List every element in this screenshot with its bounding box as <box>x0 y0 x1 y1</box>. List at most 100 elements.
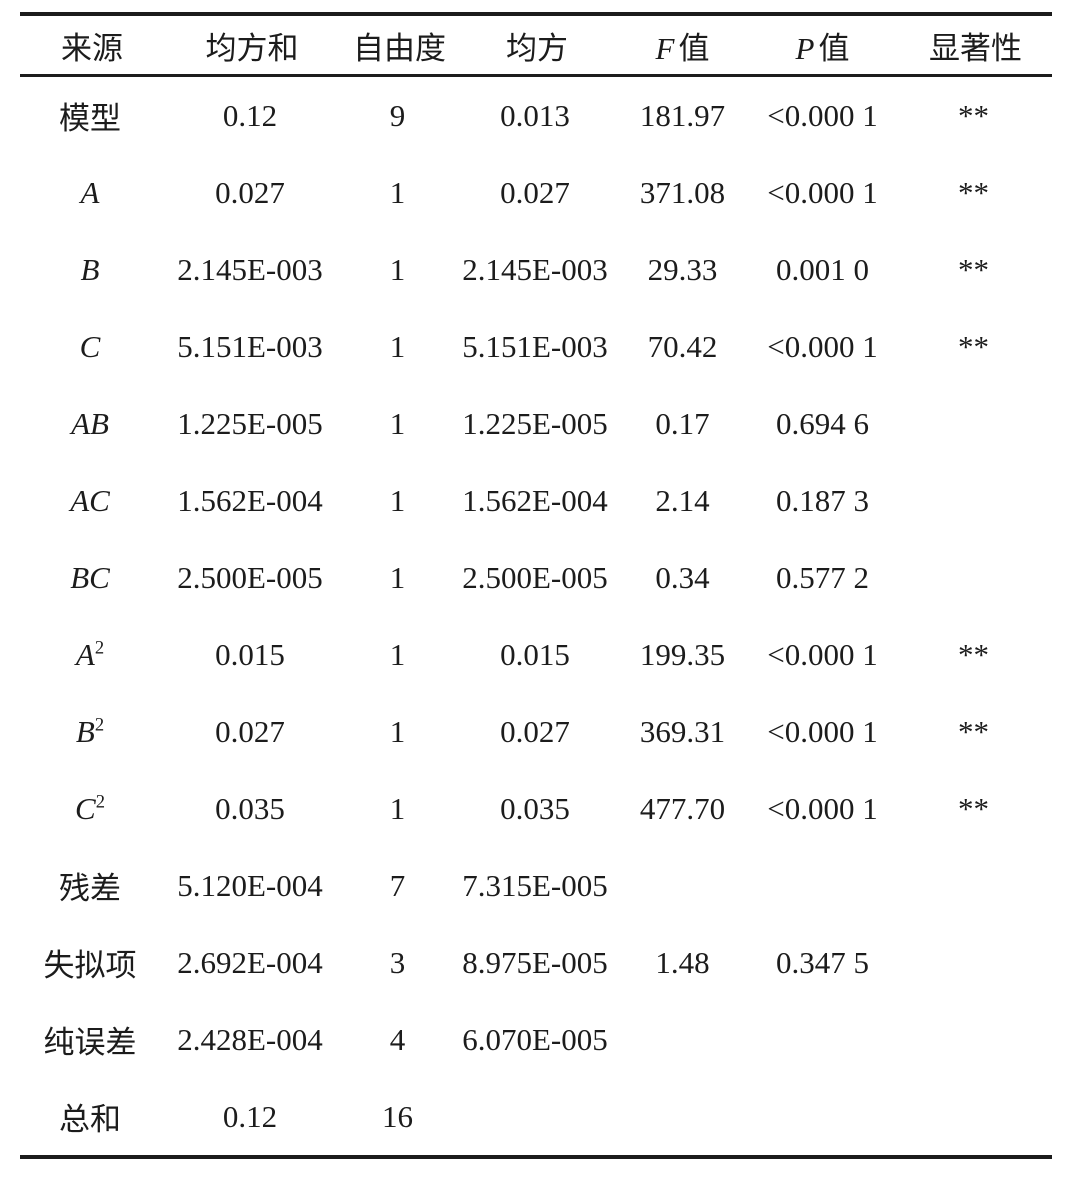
mean-square-cell: 0.027 <box>500 174 570 210</box>
degrees-of-freedom-cell: 1 <box>389 559 406 595</box>
degrees-of-freedom-cell: 16 <box>382 1098 413 1134</box>
source-label: AB <box>71 405 109 441</box>
p-value-cell <box>750 1078 895 1157</box>
f-value-cell: 181.97 <box>639 97 726 133</box>
significance-cell <box>895 1078 1052 1157</box>
source-label: B <box>75 713 95 749</box>
mean-square-cell: 0.035 <box>500 790 570 826</box>
table-body: 模型 0.12 9 0.013 181.97 <0.000 1 ** A 0.0… <box>20 76 1052 1158</box>
significance-cell: ** <box>958 174 989 210</box>
significance-cell: ** <box>958 251 989 287</box>
table-row: B2 0.027 1 0.027 369.31 <0.000 1 ** <box>20 693 1052 770</box>
source-cell: 模型 <box>20 76 160 155</box>
degrees-of-freedom-cell: 1 <box>389 174 406 210</box>
sum-of-squares-cell: 2.500E-005 <box>177 559 323 595</box>
header-label: 值 <box>818 30 850 66</box>
table-row: B 2.145E-003 1 2.145E-003 29.33 0.001 0 … <box>20 231 1052 308</box>
degrees-of-freedom-cell: 9 <box>389 97 406 133</box>
source-cell: AB <box>20 385 160 462</box>
mean-square-cell <box>455 1078 615 1157</box>
f-value-cell: 477.70 <box>639 790 726 826</box>
p-value-cell: 0.347 5 <box>776 944 869 980</box>
source-cell: 总和 <box>20 1078 160 1157</box>
col-header-degrees-of-freedom: 自由度 <box>340 14 455 77</box>
sum-of-squares-cell: 5.120E-004 <box>177 867 323 903</box>
sum-of-squares-cell: 0.12 <box>222 97 278 133</box>
significance-cell: ** <box>958 97 989 133</box>
sum-of-squares-cell: 0.12 <box>222 1098 278 1134</box>
source-label: 失拟项 <box>43 948 137 983</box>
f-value-cell <box>615 847 750 924</box>
significance-cell <box>895 847 1052 924</box>
header-label: 均方 <box>506 30 568 66</box>
mean-square-cell: 2.145E-003 <box>462 251 608 287</box>
f-value-cell: 0.17 <box>655 405 710 441</box>
source-label: 纯误差 <box>43 1025 137 1060</box>
header-label: 自由度 <box>353 30 446 66</box>
table-row: C2 0.035 1 0.035 477.70 <0.000 1 ** <box>20 770 1052 847</box>
table-row: BC 2.500E-005 1 2.500E-005 0.34 0.577 2 <box>20 539 1052 616</box>
significance-cell: ** <box>958 790 989 826</box>
degrees-of-freedom-cell: 1 <box>389 328 406 364</box>
source-superscript: 2 <box>94 637 105 659</box>
header-label: 来源 <box>61 30 123 66</box>
table-row: AC 1.562E-004 1 1.562E-004 2.14 0.187 3 <box>20 462 1052 539</box>
source-cell: C <box>20 308 160 385</box>
source-label: 残差 <box>59 871 121 906</box>
source-cell: B <box>20 231 160 308</box>
header-label: 显著性 <box>929 30 1022 66</box>
header-label: 值 <box>678 30 710 66</box>
p-value-cell: 0.694 6 <box>776 405 869 441</box>
table-row: A 0.027 1 0.027 371.08 <0.000 1 ** <box>20 154 1052 231</box>
table-row: 模型 0.12 9 0.013 181.97 <0.000 1 ** <box>20 76 1052 155</box>
source-cell: A <box>20 154 160 231</box>
source-label: A <box>80 174 100 210</box>
source-cell: 失拟项 <box>20 924 160 1001</box>
source-label: C <box>75 790 96 826</box>
sum-of-squares-cell: 0.015 <box>215 636 285 672</box>
degrees-of-freedom-cell: 3 <box>389 944 406 980</box>
mean-square-cell: 6.070E-005 <box>462 1021 608 1057</box>
col-header-sum-of-squares: 均方和 <box>160 14 340 77</box>
source-cell: C2 <box>20 770 160 847</box>
mean-square-cell: 0.027 <box>500 713 570 749</box>
source-label: BC <box>70 559 110 595</box>
mean-square-cell: 7.315E-005 <box>462 867 608 903</box>
table-row: 纯误差 2.428E-004 4 6.070E-005 <box>20 1001 1052 1078</box>
mean-square-cell: 1.225E-005 <box>462 405 608 441</box>
sum-of-squares-cell: 2.692E-004 <box>177 944 323 980</box>
degrees-of-freedom-cell: 1 <box>389 405 406 441</box>
f-value-cell: 70.42 <box>647 328 718 364</box>
p-value-cell: 0.001 0 <box>776 251 869 287</box>
f-value-cell <box>615 1078 750 1157</box>
table-row: A2 0.015 1 0.015 199.35 <0.000 1 ** <box>20 616 1052 693</box>
source-cell: AC <box>20 462 160 539</box>
source-label: B <box>80 251 100 287</box>
degrees-of-freedom-cell: 1 <box>389 636 406 672</box>
sum-of-squares-cell: 2.428E-004 <box>177 1021 323 1057</box>
sum-of-squares-cell: 0.027 <box>215 174 285 210</box>
table-row: C 5.151E-003 1 5.151E-003 70.42 <0.000 1… <box>20 308 1052 385</box>
p-value-cell: 0.577 2 <box>776 559 869 595</box>
f-value-cell: 1.48 <box>655 944 710 980</box>
source-superscript: 2 <box>95 791 105 813</box>
mean-square-cell: 0.013 <box>500 97 570 133</box>
table-row: 总和 0.12 16 <box>20 1078 1052 1157</box>
degrees-of-freedom-cell: 7 <box>389 867 406 903</box>
degrees-of-freedom-cell: 4 <box>389 1021 406 1057</box>
sum-of-squares-cell: 2.145E-003 <box>177 251 323 287</box>
sum-of-squares-cell: 0.035 <box>215 790 285 826</box>
degrees-of-freedom-cell: 1 <box>389 790 406 826</box>
f-value-cell: 29.33 <box>647 251 718 287</box>
source-cell: B2 <box>20 693 160 770</box>
source-label: 总和 <box>59 1102 121 1137</box>
table-row: 失拟项 2.692E-004 3 8.975E-005 1.48 0.347 5 <box>20 924 1052 1001</box>
mean-square-cell: 5.151E-003 <box>462 328 608 364</box>
p-value-cell: <0.000 1 <box>767 636 878 672</box>
source-cell: BC <box>20 539 160 616</box>
mean-square-cell: 1.562E-004 <box>462 482 608 518</box>
source-cell: 纯误差 <box>20 1001 160 1078</box>
col-header-significance: 显著性 <box>895 14 1052 77</box>
